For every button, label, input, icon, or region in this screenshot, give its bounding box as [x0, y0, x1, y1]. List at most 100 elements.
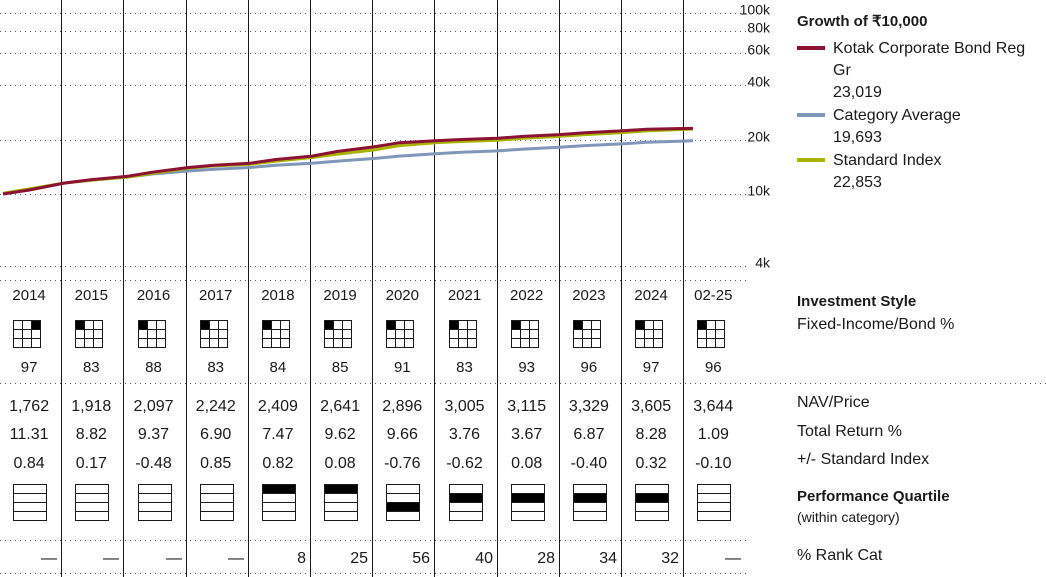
quartile-cell: [13, 502, 47, 512]
style-value: 83: [456, 359, 473, 376]
quartile-cell: [138, 511, 172, 521]
quartile-cell: [449, 484, 483, 494]
style-box-cell: [93, 338, 103, 348]
vs-index-value: -0.48: [135, 455, 172, 472]
year-label: 02-25: [694, 287, 732, 304]
quartile-cell: [573, 484, 607, 494]
style-box-cell: [271, 320, 281, 330]
style-value: 96: [581, 359, 598, 376]
rank-cat-value: 56: [412, 550, 430, 567]
legend-panel: Growth of ₹10,000 Kotak Corporate Bond R…: [797, 12, 1042, 194]
style-box-cell: [271, 338, 281, 348]
style-box-cell: [715, 338, 725, 348]
style-box-cell: [22, 329, 32, 339]
style-box-cell: [156, 338, 166, 348]
nav-price-value: 3,644: [693, 398, 733, 415]
quartile-cell: [635, 511, 669, 521]
style-box-cell: [697, 320, 707, 330]
style-box-cell: [404, 338, 414, 348]
legend-item-category: Category Average 19,693: [797, 105, 1042, 149]
style-box-cell: [262, 329, 272, 339]
nav-price-value: 2,097: [133, 398, 173, 415]
style-box-cell: [342, 320, 352, 330]
quartile-cell: [138, 493, 172, 503]
style-box-cell: [467, 338, 477, 348]
style-box-cell: [333, 329, 343, 339]
style-box-cell: [697, 338, 707, 348]
total-return-value: 7.47: [262, 426, 293, 443]
style-value: 83: [207, 359, 224, 376]
quartile-cell: [635, 484, 669, 494]
rank-cat-value: 32: [661, 550, 679, 567]
year-label: 2020: [386, 287, 419, 304]
quartile-cell: [200, 493, 234, 503]
style-box-cell: [449, 338, 459, 348]
quartile-cell: [386, 511, 420, 521]
style-box-cell: [147, 329, 157, 339]
quartile-cell: [13, 511, 47, 521]
nav-price-value: 1,762: [9, 398, 49, 415]
y-tick-label: 10k: [747, 183, 771, 199]
quartile-cell: [262, 511, 296, 521]
style-box-cell: [591, 329, 601, 339]
total-return-label: Total Return %: [797, 423, 902, 440]
style-box-cell: [386, 320, 396, 330]
nav-price-value: 3,115: [507, 398, 546, 415]
quartile-cell: [138, 502, 172, 512]
style-box-cell: [529, 329, 539, 339]
rank-cat-value: 25: [350, 550, 368, 567]
investment-style-value: Fixed-Income/Bond %: [797, 316, 955, 333]
style-box-cell: [75, 338, 85, 348]
style-box-cell: [395, 338, 405, 348]
legend-label-category: Category Average: [833, 107, 961, 124]
y-tick-label: 60k: [747, 42, 771, 58]
style-box-cell: [324, 329, 334, 339]
legend-swatch-category: [797, 113, 825, 117]
style-box-cell: [653, 338, 663, 348]
rank-cat-value: —: [725, 550, 741, 567]
style-value: 88: [145, 359, 162, 376]
style-box-cell: [342, 338, 352, 348]
vs-index-value: 0.84: [14, 455, 45, 472]
style-box-cell: [520, 320, 530, 330]
quartile-cell: [511, 493, 545, 503]
rank-cat-label: % Rank Cat: [797, 547, 883, 564]
quartile-cell: [200, 502, 234, 512]
y-tick-label: 100k: [740, 2, 771, 18]
style-box-cell: [644, 338, 654, 348]
nav-price-value: 2,242: [196, 398, 236, 415]
style-box-cell: [22, 320, 32, 330]
quartile-cell: [324, 502, 358, 512]
quartile-cell: [324, 484, 358, 494]
style-box-cell: [404, 320, 414, 330]
vs-index-label: +/- Standard Index: [797, 451, 930, 468]
style-value: 84: [270, 359, 287, 376]
style-box-cell: [93, 329, 103, 339]
vs-index-value: 0.32: [636, 455, 667, 472]
total-return-value: 3.76: [449, 426, 480, 443]
total-return-value: 11.31: [10, 426, 49, 443]
quartile-cell: [697, 511, 731, 521]
style-box-cell: [520, 338, 530, 348]
style-box-cell: [13, 329, 23, 339]
year-label: 2019: [323, 287, 356, 304]
style-box-cell: [84, 320, 94, 330]
quartile-cell: [138, 484, 172, 494]
style-value: 91: [394, 359, 411, 376]
nav-price-value: 3,005: [444, 398, 484, 415]
quartile-cell: [697, 502, 731, 512]
quartile-cell: [13, 493, 47, 503]
y-tick-label: 80k: [747, 20, 771, 36]
vs-index-value: 0.82: [262, 455, 293, 472]
style-box-cell: [591, 338, 601, 348]
nav-price-value: 2,896: [382, 398, 422, 415]
quartile-cell: [75, 493, 109, 503]
style-box-cell: [75, 320, 85, 330]
quartile-cell: [75, 484, 109, 494]
quartile-cell: [449, 493, 483, 503]
quartile-cell: [13, 484, 47, 494]
quartile-cell: [635, 502, 669, 512]
y-tick-label: 20k: [747, 129, 771, 145]
style-box-cell: [280, 338, 290, 348]
style-box-cell: [404, 329, 414, 339]
